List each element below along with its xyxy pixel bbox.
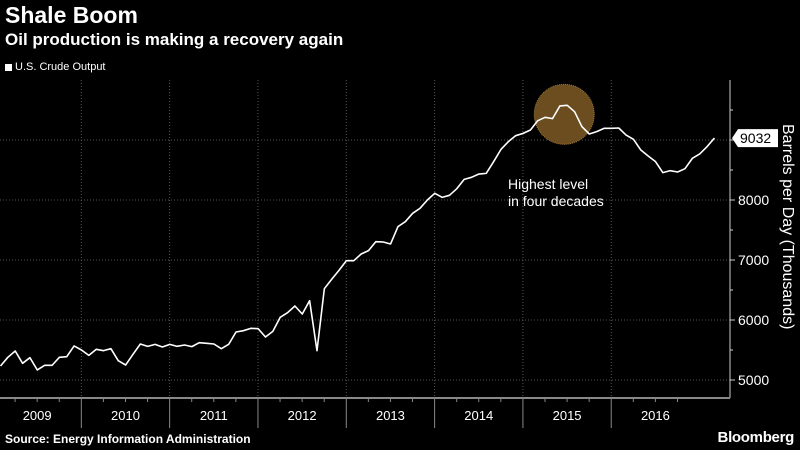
x-tick-label: 2013 [376, 408, 405, 423]
annotation-line-1: Highest level [508, 176, 588, 192]
legend: U.S. Crude Output [5, 61, 106, 73]
x-tick-label: 2011 [200, 408, 228, 423]
source-note: Source: Energy Information Administratio… [5, 432, 251, 446]
y-tick-label: 6000 [738, 312, 769, 328]
x-tick-label: 2016 [641, 408, 670, 423]
y-tick-label: 5000 [738, 372, 769, 388]
y-axis-title: Barrels per Day (Thousands) [779, 124, 796, 329]
bloomberg-logo: Bloomberg [717, 429, 795, 446]
x-tick-label: 2014 [464, 408, 493, 423]
legend-swatch [5, 63, 12, 71]
chart-subtitle: Oil production is making a recovery agai… [5, 30, 344, 49]
x-tick-label: 2015 [553, 408, 582, 423]
highlight-circle [533, 83, 595, 145]
series-line-us-crude-output [0, 104, 716, 371]
last-value-badge [732, 129, 778, 148]
x-tick-label: 2012 [288, 408, 317, 423]
y-tick-label: 8000 [738, 192, 769, 208]
annotation-line-2: in four decades [508, 193, 604, 209]
last-value-label: 9032 [740, 130, 771, 146]
legend-label: U.S. Crude Output [15, 61, 106, 73]
x-tick-label: 2010 [111, 408, 140, 423]
x-tick-label: 2009 [23, 408, 52, 423]
chart-title: Shale Boom [5, 2, 138, 28]
y-tick-label: 7000 [738, 252, 769, 268]
